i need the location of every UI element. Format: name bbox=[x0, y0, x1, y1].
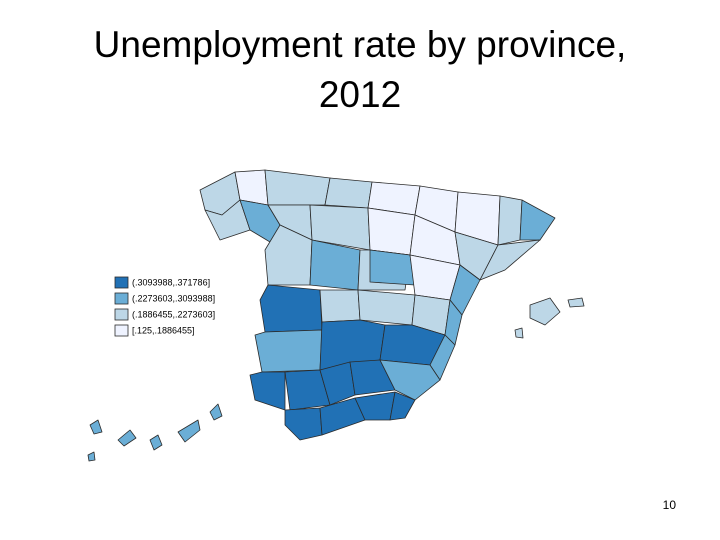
province bbox=[177, 419, 201, 443]
legend-swatch bbox=[114, 308, 129, 321]
province bbox=[309, 239, 361, 291]
legend-label: (.2273603,.3093988] bbox=[132, 293, 215, 303]
legend-swatch bbox=[114, 276, 129, 289]
province bbox=[567, 297, 585, 308]
province bbox=[379, 359, 441, 401]
legend-swatch bbox=[114, 292, 129, 305]
province bbox=[389, 391, 416, 421]
provinces bbox=[87, 169, 585, 462]
province bbox=[117, 429, 137, 447]
province bbox=[367, 207, 416, 256]
legend: (.3093988,.371786] (.2273603,.3093988] (.1… bbox=[114, 276, 215, 337]
province bbox=[479, 239, 541, 281]
province bbox=[264, 169, 331, 206]
legend-label: (.3093988,.371786] bbox=[132, 277, 210, 287]
province bbox=[519, 199, 556, 241]
province bbox=[284, 407, 323, 441]
province bbox=[149, 434, 163, 451]
province bbox=[209, 403, 223, 421]
legend-swatch bbox=[114, 324, 129, 337]
province bbox=[89, 419, 103, 435]
legend-label: [.125,.1886455] bbox=[132, 325, 195, 335]
slide-title: Unemployment rate by province, bbox=[93, 24, 627, 65]
province bbox=[514, 327, 524, 339]
province bbox=[254, 329, 323, 373]
province bbox=[259, 284, 323, 333]
province bbox=[357, 289, 416, 326]
slide-title: 2012 bbox=[318, 74, 402, 115]
page-number: 10 bbox=[663, 498, 677, 512]
legend-label: (.1886455,.2273603] bbox=[132, 309, 215, 319]
province bbox=[249, 371, 286, 411]
province bbox=[324, 177, 373, 209]
province bbox=[319, 289, 361, 323]
province bbox=[529, 297, 561, 326]
province bbox=[369, 249, 416, 286]
province bbox=[87, 451, 96, 462]
province bbox=[497, 195, 523, 246]
